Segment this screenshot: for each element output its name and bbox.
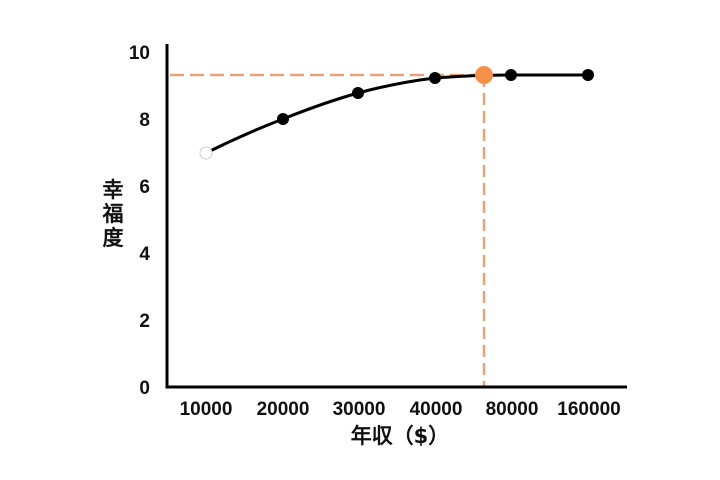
data-point-40000 — [429, 72, 441, 84]
y-tick-0: 0 — [139, 378, 150, 399]
data-point-20000 — [277, 113, 289, 125]
data-point-160000 — [582, 69, 594, 81]
highlight-point — [475, 66, 493, 84]
happiness-curve — [205, 73, 588, 155]
y-tick-4: 4 — [139, 244, 150, 265]
x-tick-labels: 10000 20000 30000 40000 80000 160000 — [180, 399, 621, 420]
x-tick-10000: 10000 — [180, 399, 233, 420]
y-tick-8: 8 — [139, 110, 150, 131]
x-tick-80000: 80000 — [486, 399, 539, 420]
x-tick-160000: 160000 — [557, 399, 620, 420]
y-tick-6: 6 — [139, 177, 150, 198]
x-tick-20000: 20000 — [257, 399, 310, 420]
data-point-80000 — [505, 69, 517, 81]
x-tick-40000: 40000 — [410, 399, 463, 420]
x-axis-label: 年収（$） — [350, 424, 450, 448]
data-point-30000 — [352, 87, 364, 99]
y-tick-labels: 10 8 6 4 2 0 — [129, 43, 151, 399]
x-tick-30000: 30000 — [333, 399, 386, 420]
axes-spines — [165, 44, 627, 389]
y-axis-label: 幸福度 — [102, 178, 124, 250]
y-tick-10: 10 — [129, 43, 150, 64]
data-point-10000-hollow — [199, 146, 213, 160]
y-tick-2: 2 — [139, 311, 150, 332]
